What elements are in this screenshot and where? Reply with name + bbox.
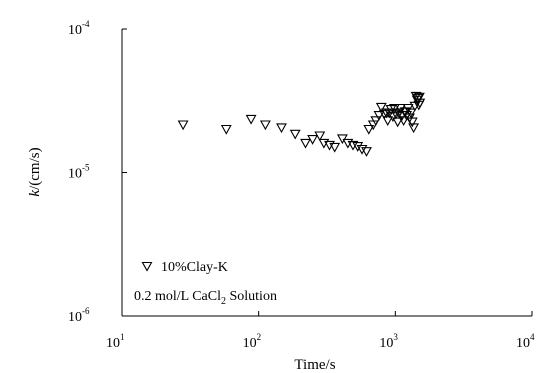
y-tick-label: 10-6 bbox=[68, 306, 90, 325]
data-point bbox=[356, 144, 368, 155]
data-point bbox=[361, 147, 372, 157]
y-tick-label: 10-5 bbox=[68, 163, 90, 182]
x-tick-label: 101 bbox=[106, 332, 125, 351]
data-points bbox=[177, 91, 426, 157]
x-tick-exponent: 4 bbox=[530, 332, 535, 342]
data-point bbox=[378, 109, 390, 120]
data-point bbox=[370, 116, 382, 127]
data-point bbox=[414, 98, 426, 109]
data-point bbox=[398, 116, 410, 127]
data-point bbox=[373, 111, 385, 121]
x-tick-base: 10 bbox=[516, 336, 530, 351]
data-point bbox=[245, 114, 257, 125]
data-point bbox=[390, 109, 402, 120]
data-point bbox=[394, 103, 406, 114]
legend-label: 10%Clay-K bbox=[161, 260, 228, 275]
legend-marker-icon bbox=[141, 261, 153, 272]
data-point bbox=[382, 116, 394, 127]
data-point bbox=[408, 123, 420, 134]
x-tick-exponent: 3 bbox=[393, 332, 398, 342]
legend-note-prefix: 0.2 mol/L CaCl bbox=[134, 289, 221, 304]
data-point bbox=[405, 108, 417, 119]
data-point bbox=[300, 138, 311, 149]
data-point bbox=[318, 138, 330, 149]
data-point bbox=[314, 131, 326, 142]
y-axis-title-unit: /(cm/s) bbox=[27, 147, 43, 190]
data-point bbox=[220, 124, 232, 135]
y-axis-title-group: k/(cm/s) bbox=[27, 147, 43, 196]
data-point bbox=[276, 123, 287, 134]
legend: 10%Clay-K 0.2 mol/L CaCl2 Solution bbox=[134, 260, 277, 307]
data-point bbox=[177, 120, 189, 131]
x-tick-label: 103 bbox=[379, 332, 398, 351]
data-point bbox=[307, 135, 319, 145]
data-point bbox=[412, 93, 424, 104]
data-point bbox=[352, 142, 364, 152]
y-tick-base: 10 bbox=[68, 310, 82, 325]
y-axis-title: k/(cm/s) bbox=[27, 147, 43, 196]
data-point bbox=[401, 111, 413, 121]
x-tick-base: 10 bbox=[243, 336, 257, 351]
y-tick-exponent: -6 bbox=[82, 306, 90, 316]
data-point bbox=[363, 124, 375, 135]
y-tick-base: 10 bbox=[68, 167, 82, 182]
data-point bbox=[329, 142, 341, 153]
legend-note: 0.2 mol/L CaCl2 Solution bbox=[134, 289, 277, 307]
data-point bbox=[406, 117, 418, 128]
y-tick-exponent: -5 bbox=[82, 163, 90, 173]
x-tick-label: 102 bbox=[243, 332, 262, 351]
data-point bbox=[393, 108, 405, 119]
data-point bbox=[375, 102, 387, 113]
y-tick-label: 10-4 bbox=[68, 19, 90, 38]
x-axis-title: Time/s bbox=[294, 357, 335, 373]
data-point bbox=[289, 129, 301, 140]
y-tick-exponent: -4 bbox=[82, 19, 90, 29]
x-tick-label: 104 bbox=[516, 332, 535, 351]
data-point bbox=[413, 92, 425, 103]
data-point bbox=[259, 120, 271, 131]
x-tick-base: 10 bbox=[106, 336, 120, 351]
legend-note-suffix: Solution bbox=[226, 289, 277, 304]
legend-note-subscript: 2 bbox=[221, 296, 226, 307]
x-ticks: 101 102 103 104 bbox=[106, 311, 535, 351]
data-point bbox=[392, 117, 404, 128]
x-tick-exponent: 1 bbox=[120, 332, 125, 342]
y-axis-title-symbol: k bbox=[27, 190, 43, 197]
y-tick-base: 10 bbox=[68, 23, 82, 38]
y-ticks: 10-610-510-4 bbox=[68, 19, 127, 325]
x-tick-base: 10 bbox=[379, 336, 393, 351]
x-tick-exponent: 2 bbox=[257, 332, 262, 342]
